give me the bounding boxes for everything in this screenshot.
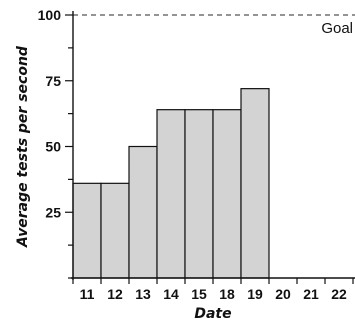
x-tick-label-18: 18 — [219, 286, 235, 302]
x-tick-label-15: 15 — [191, 286, 207, 302]
y-tick-label-75: 75 — [45, 73, 61, 89]
x-ticks-group: 11 12 13 14 15 18 19 20 21 22 — [72, 278, 354, 302]
bar-19 — [240, 88, 270, 279]
bar-15 — [184, 109, 214, 279]
y-tick-label-25: 25 — [45, 204, 61, 220]
x-tick-label-13: 13 — [135, 286, 151, 302]
x-tick-label-19: 19 — [247, 286, 263, 302]
bar-12 — [100, 182, 130, 279]
x-axis-title: Date — [194, 306, 231, 322]
bar-14 — [156, 109, 186, 279]
x-tick-label-22: 22 — [331, 286, 347, 302]
y-ticks-group: 25 50 75 100 — [38, 7, 73, 279]
bar-18 — [212, 109, 242, 279]
x-tick-label-11: 11 — [80, 286, 95, 302]
y-tick-label-100: 100 — [38, 7, 62, 23]
bar-11 — [72, 182, 102, 279]
y-axis-title: Average tests per second — [15, 45, 31, 248]
bar-13 — [128, 145, 158, 279]
goal-label: Goal — [321, 20, 353, 37]
y-tick-label-50: 50 — [45, 139, 61, 155]
x-tick-label-21: 21 — [303, 286, 319, 302]
x-tick-label-14: 14 — [163, 286, 179, 302]
x-tick-label-12: 12 — [107, 286, 123, 302]
x-tick-label-20: 20 — [275, 286, 291, 302]
bars-group — [72, 88, 270, 279]
